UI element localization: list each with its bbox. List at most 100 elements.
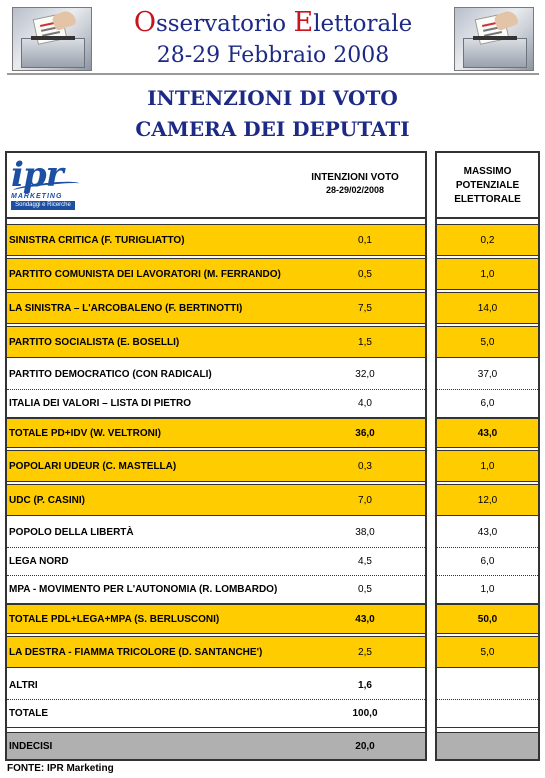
max-potential-value: 43,0: [477, 427, 498, 439]
vote-value: 4,5: [358, 556, 372, 567]
table-row: 5,0: [437, 636, 538, 668]
party-label: TOTALE PD+IDV (W. VELTRONI): [9, 427, 161, 439]
header-banner: Osservatorio Elettorale 28-29 Febbraio 2…: [7, 3, 539, 75]
page-subtitle: CAMERA DEI DEPUTATI: [135, 117, 410, 141]
table-row: PARTITO COMUNISTA DEI LAVORATORI (M. FER…: [7, 258, 425, 290]
table-row: 37,0: [437, 360, 538, 390]
party-label: PARTITO SOCIALISTA (E. BOSELLI): [9, 336, 180, 348]
table-row: 43,0: [437, 418, 538, 448]
max-potential-value: 12,0: [477, 494, 498, 506]
party-label: UDC (P. CASINI): [9, 494, 85, 506]
ipr-logo: ipr MARKETING Sondaggi e Ricerche: [11, 158, 83, 215]
banner-date: 28-29 Febbraio 2008: [156, 43, 390, 68]
table-row: TOTALE PDL+LEGA+MPA (S. BERLUSCONI) 43,0: [7, 604, 425, 634]
max-potential-value: 5,0: [480, 336, 495, 348]
table-row: 5,0: [437, 326, 538, 358]
table-row: 1,0: [437, 450, 538, 482]
table-row: POPOLO DELLA LIBERTÀ 38,0: [7, 518, 425, 548]
ballot-box-image: [12, 7, 92, 71]
party-label: LEGA NORD: [9, 556, 69, 567]
max-potential-value: 6,0: [480, 398, 495, 409]
vote-value: 100,0: [352, 708, 378, 719]
table-row: [437, 672, 538, 700]
max-potential-value: [437, 733, 538, 759]
party-label: POPOLO DELLA LIBERTÀ: [9, 527, 134, 538]
vote-value: 0,5: [358, 584, 372, 595]
ballot-box-image: [454, 7, 534, 71]
max-potential-value: 14,0: [477, 302, 498, 314]
table-header: MASSIMO POTENZIALE ELETTORALE: [437, 153, 538, 219]
banner-title: Osservatorio Elettorale: [133, 7, 413, 38]
vote-value: 36,0: [355, 427, 375, 439]
table-row: MPA - MOVIMENTO PER L'AUTONOMIA (R. LOMB…: [7, 576, 425, 604]
vote-value: 4,0: [358, 398, 372, 409]
table-row: LA DESTRA - FIAMMA TRICOLORE (D. SANTANC…: [7, 636, 425, 668]
party-label: INDECISI: [9, 740, 53, 752]
table-row: 50,0: [437, 604, 538, 634]
max-potential-value: 5,0: [480, 646, 495, 658]
vote-value: 1,6: [358, 680, 372, 691]
table-row: LA SINISTRA – L'ARCOBALENO (F. BERTINOTT…: [7, 292, 425, 324]
table-row: 1,0: [437, 576, 538, 604]
max-potential-value: 1,0: [480, 268, 495, 280]
table-row: 6,0: [437, 548, 538, 576]
vote-value: 20,0: [355, 740, 375, 752]
table-row: INDECISI 20,0: [7, 732, 425, 759]
party-label: LA DESTRA - FIAMMA TRICOLORE (D. SANTANC…: [9, 646, 263, 658]
vote-value: 0,3: [358, 460, 372, 472]
party-label: TOTALE PDL+LEGA+MPA (S. BERLUSCONI): [9, 613, 220, 625]
table-row: ALTRI 1,6: [7, 672, 425, 700]
table-row: 12,0: [437, 484, 538, 516]
col-header-vote: INTENZIONI VOTO 28-29/02/2008: [311, 172, 399, 195]
max-potential-value: [437, 700, 538, 727]
vote-value: 32,0: [355, 369, 375, 380]
max-potential-value: 43,0: [477, 527, 498, 538]
table-row: SINISTRA CRITICA (F. TURIGLIATTO) 0,1: [7, 224, 425, 256]
max-potential-value: [437, 672, 538, 699]
max-potential-table: MASSIMO POTENZIALE ELETTORALE 0,2 1,0 14,0…: [435, 151, 540, 761]
table-row: 1,0: [437, 258, 538, 290]
table-row: PARTITO SOCIALISTA (E. BOSELLI) 1,5: [7, 326, 425, 358]
party-label: TOTALE: [9, 708, 49, 719]
table-row: ITALIA DEI VALORI – LISTA DI PIETRO 4,0: [7, 390, 425, 418]
vote-value: 1,5: [358, 336, 372, 348]
party-label: MPA - MOVIMENTO PER L'AUTONOMIA (R. LOMB…: [9, 584, 278, 595]
table-row: 6,0: [437, 390, 538, 418]
vote-intention-table: ipr MARKETING Sondaggi e Ricerche INTENZ…: [5, 151, 427, 761]
table-row: [437, 732, 538, 759]
party-label: SINISTRA CRITICA (F. TURIGLIATTO): [9, 234, 185, 246]
max-potential-value: 1,0: [480, 460, 495, 472]
max-potential-value: 50,0: [477, 613, 498, 625]
party-label: PARTITO DEMOCRATICO (CON RADICALI): [9, 369, 212, 380]
vote-value: 43,0: [355, 613, 375, 625]
table-row: POPOLARI UDEUR (C. MASTELLA) 0,3: [7, 450, 425, 482]
party-label: POPOLARI UDEUR (C. MASTELLA): [9, 460, 177, 472]
max-potential-value: 37,0: [477, 369, 498, 380]
vote-value: 0,1: [358, 234, 372, 246]
col-header-max-potential: MASSIMO POTENZIALE ELETTORALE: [454, 166, 521, 205]
max-potential-value: 0,2: [480, 234, 495, 246]
table-row: PARTITO DEMOCRATICO (CON RADICALI) 32,0: [7, 360, 425, 390]
source-note: FONTE: IPR Marketing: [7, 763, 114, 774]
table-header: ipr MARKETING Sondaggi e Ricerche INTENZ…: [7, 153, 425, 219]
table-row: LEGA NORD 4,5: [7, 548, 425, 576]
party-label: LA SINISTRA – L'ARCOBALENO (F. BERTINOTT…: [9, 302, 243, 314]
vote-value: 38,0: [355, 527, 375, 538]
vote-value: 2,5: [358, 646, 372, 658]
vote-value: 7,0: [358, 494, 372, 506]
table-row: 43,0: [437, 518, 538, 548]
table-row: [437, 700, 538, 728]
party-label: ITALIA DEI VALORI – LISTA DI PIETRO: [9, 398, 192, 409]
party-label: ALTRI: [9, 680, 38, 691]
table-row: 0,2: [437, 224, 538, 256]
table-row: TOTALE PD+IDV (W. VELTRONI) 36,0: [7, 418, 425, 448]
vote-value: 0,5: [358, 268, 372, 280]
max-potential-value: 6,0: [480, 556, 495, 567]
party-label: PARTITO COMUNISTA DEI LAVORATORI (M. FER…: [9, 268, 281, 280]
table-row: TOTALE 100,0: [7, 700, 425, 728]
page-title: INTENZIONI DI VOTO: [147, 86, 398, 110]
table-row: 14,0: [437, 292, 538, 324]
vote-value: 7,5: [358, 302, 372, 314]
max-potential-value: 1,0: [480, 584, 495, 595]
table-row: UDC (P. CASINI) 7,0: [7, 484, 425, 516]
